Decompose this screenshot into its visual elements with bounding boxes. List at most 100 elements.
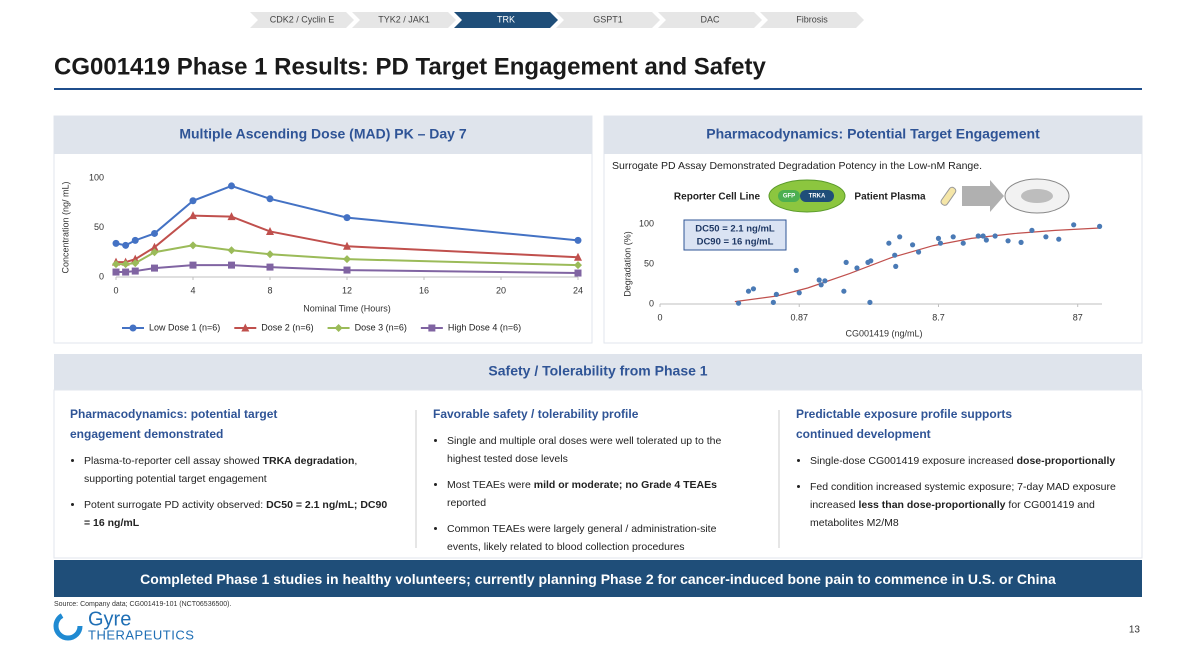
scatter-point [992, 233, 998, 239]
marker [151, 229, 158, 237]
marker [189, 197, 197, 205]
pd-subtitle: Surrogate PD Assay Demonstrated Degradat… [612, 160, 982, 172]
nav-label: Fibrosis [796, 14, 828, 24]
scatter-point [1005, 238, 1011, 244]
marker [131, 259, 140, 268]
marker [150, 242, 159, 251]
bullet: Common TEAEs were largely general / admi… [447, 520, 753, 556]
scatter-point [735, 300, 742, 306]
gfp-label: GFP [783, 194, 795, 200]
marker [150, 248, 159, 257]
y-tick-label: 100 [89, 172, 104, 182]
bullet-run: Single and multiple oral doses were well… [447, 435, 722, 465]
series-line [116, 214, 579, 264]
annotation: DC90 = 16 ng/mL [697, 237, 774, 248]
x-tick-label: 24 [573, 285, 583, 295]
scatter-point [822, 278, 828, 284]
safety-panel [53, 389, 1143, 559]
x-tick-label: 8.7 [932, 312, 945, 322]
marker [112, 260, 120, 269]
marker [131, 254, 140, 263]
bullet-run: Common TEAEs were largely general / admi… [447, 523, 717, 553]
marker [574, 252, 582, 261]
scatter-point [868, 258, 874, 264]
scatter-point [935, 235, 942, 241]
y-tick-label: 0 [99, 271, 104, 281]
scatter-point [818, 282, 824, 288]
x-tick-label: 4 [190, 285, 195, 295]
scatter-point [770, 299, 776, 305]
marker [122, 268, 130, 276]
marker [334, 324, 343, 332]
annotation: DC50 = 2.1 ng/mL [695, 224, 775, 235]
nav-tab[interactable] [454, 12, 558, 28]
x-tick-label: 8 [267, 285, 272, 295]
bullet-list: Single and multiple oral doses were well… [433, 432, 753, 556]
marker [228, 182, 235, 190]
marker [122, 241, 130, 249]
nav-tab[interactable] [352, 12, 456, 28]
scatter-point [1029, 227, 1035, 233]
marker [189, 241, 197, 250]
bullet-run: for CG001419 and metabolites M2/M8 [810, 499, 1095, 529]
pk-header [54, 116, 592, 154]
fit-line [734, 227, 1100, 303]
bullet-run: DC50 = 2.1 ng/mL; DC90 = 16 ng/mL [84, 499, 388, 529]
marker [343, 255, 351, 264]
y-tick-label: 50 [644, 258, 654, 268]
x-tick-label: 0.87 [790, 312, 808, 322]
bullet: Potent surrogate PD activity observed: D… [84, 496, 390, 532]
nav-label: TYK2 / JAK1 [378, 14, 430, 24]
slide-title: CG001419 Phase 1 Results: PD Target Enga… [54, 53, 766, 80]
marker [189, 211, 197, 220]
bullet-run: reported [447, 497, 487, 509]
column: Favorable safety / tolerability profile S… [433, 404, 753, 564]
scatter-point [980, 233, 986, 239]
marker [151, 264, 158, 272]
legend-label: Dose 2 (n=6) [261, 322, 313, 332]
nav-label: CDK2 / Cyclin E [270, 14, 335, 24]
trka-label: TRKA [809, 194, 826, 200]
logo-name: Gyre [88, 608, 131, 630]
legend-label: High Dose 4 (n=6) [448, 322, 521, 332]
pd-title: Pharmacodynamics: Potential Target Engag… [706, 126, 1040, 142]
scatter-point [892, 252, 898, 258]
marker [131, 267, 139, 275]
bullet-run: Potent surrogate PD activity observed: [84, 499, 267, 511]
arrow-icon [962, 180, 1004, 212]
marker [428, 324, 436, 332]
nav-tab[interactable] [760, 12, 864, 28]
page-number: 13 [1129, 625, 1141, 636]
marker [266, 195, 274, 203]
nav-tab[interactable] [556, 12, 660, 28]
tube-icon [940, 186, 957, 206]
marker [112, 268, 120, 276]
trka-icon [800, 190, 834, 202]
marker [266, 263, 274, 271]
banner: Completed Phase 1 studies in healthy vol… [54, 560, 1142, 597]
marker [129, 324, 137, 332]
scatter-point [983, 237, 989, 243]
nav-label: GSPT1 [593, 14, 623, 24]
x-axis-title: CG001419 (ng/mL) [845, 328, 922, 338]
pk-title: Multiple Ascending Dose (MAD) PK – Day 7 [179, 126, 467, 142]
bullet: Fed condition increased systemic exposur… [810, 478, 1116, 532]
bullet: Single-dose CG001419 exposure increased … [810, 452, 1116, 470]
bullet-list: Single-dose CG001419 exposure increased … [796, 452, 1116, 532]
marker [266, 250, 274, 259]
bullet: Most TEAEs were mild or moderate; no Gra… [447, 476, 753, 512]
marker [228, 261, 235, 269]
marker [131, 236, 139, 244]
nav-tab[interactable] [250, 12, 354, 28]
legend-label: Dose 3 (n=6) [355, 322, 407, 332]
x-tick-label: 12 [342, 285, 352, 295]
nav-tab[interactable] [658, 12, 762, 28]
scatter-point [816, 277, 822, 283]
marker [112, 239, 120, 247]
scatter-point [796, 290, 802, 296]
annotation-box [683, 219, 787, 251]
scatter-point [867, 299, 873, 305]
scatter-point [893, 263, 899, 269]
pd-header [604, 116, 1142, 154]
